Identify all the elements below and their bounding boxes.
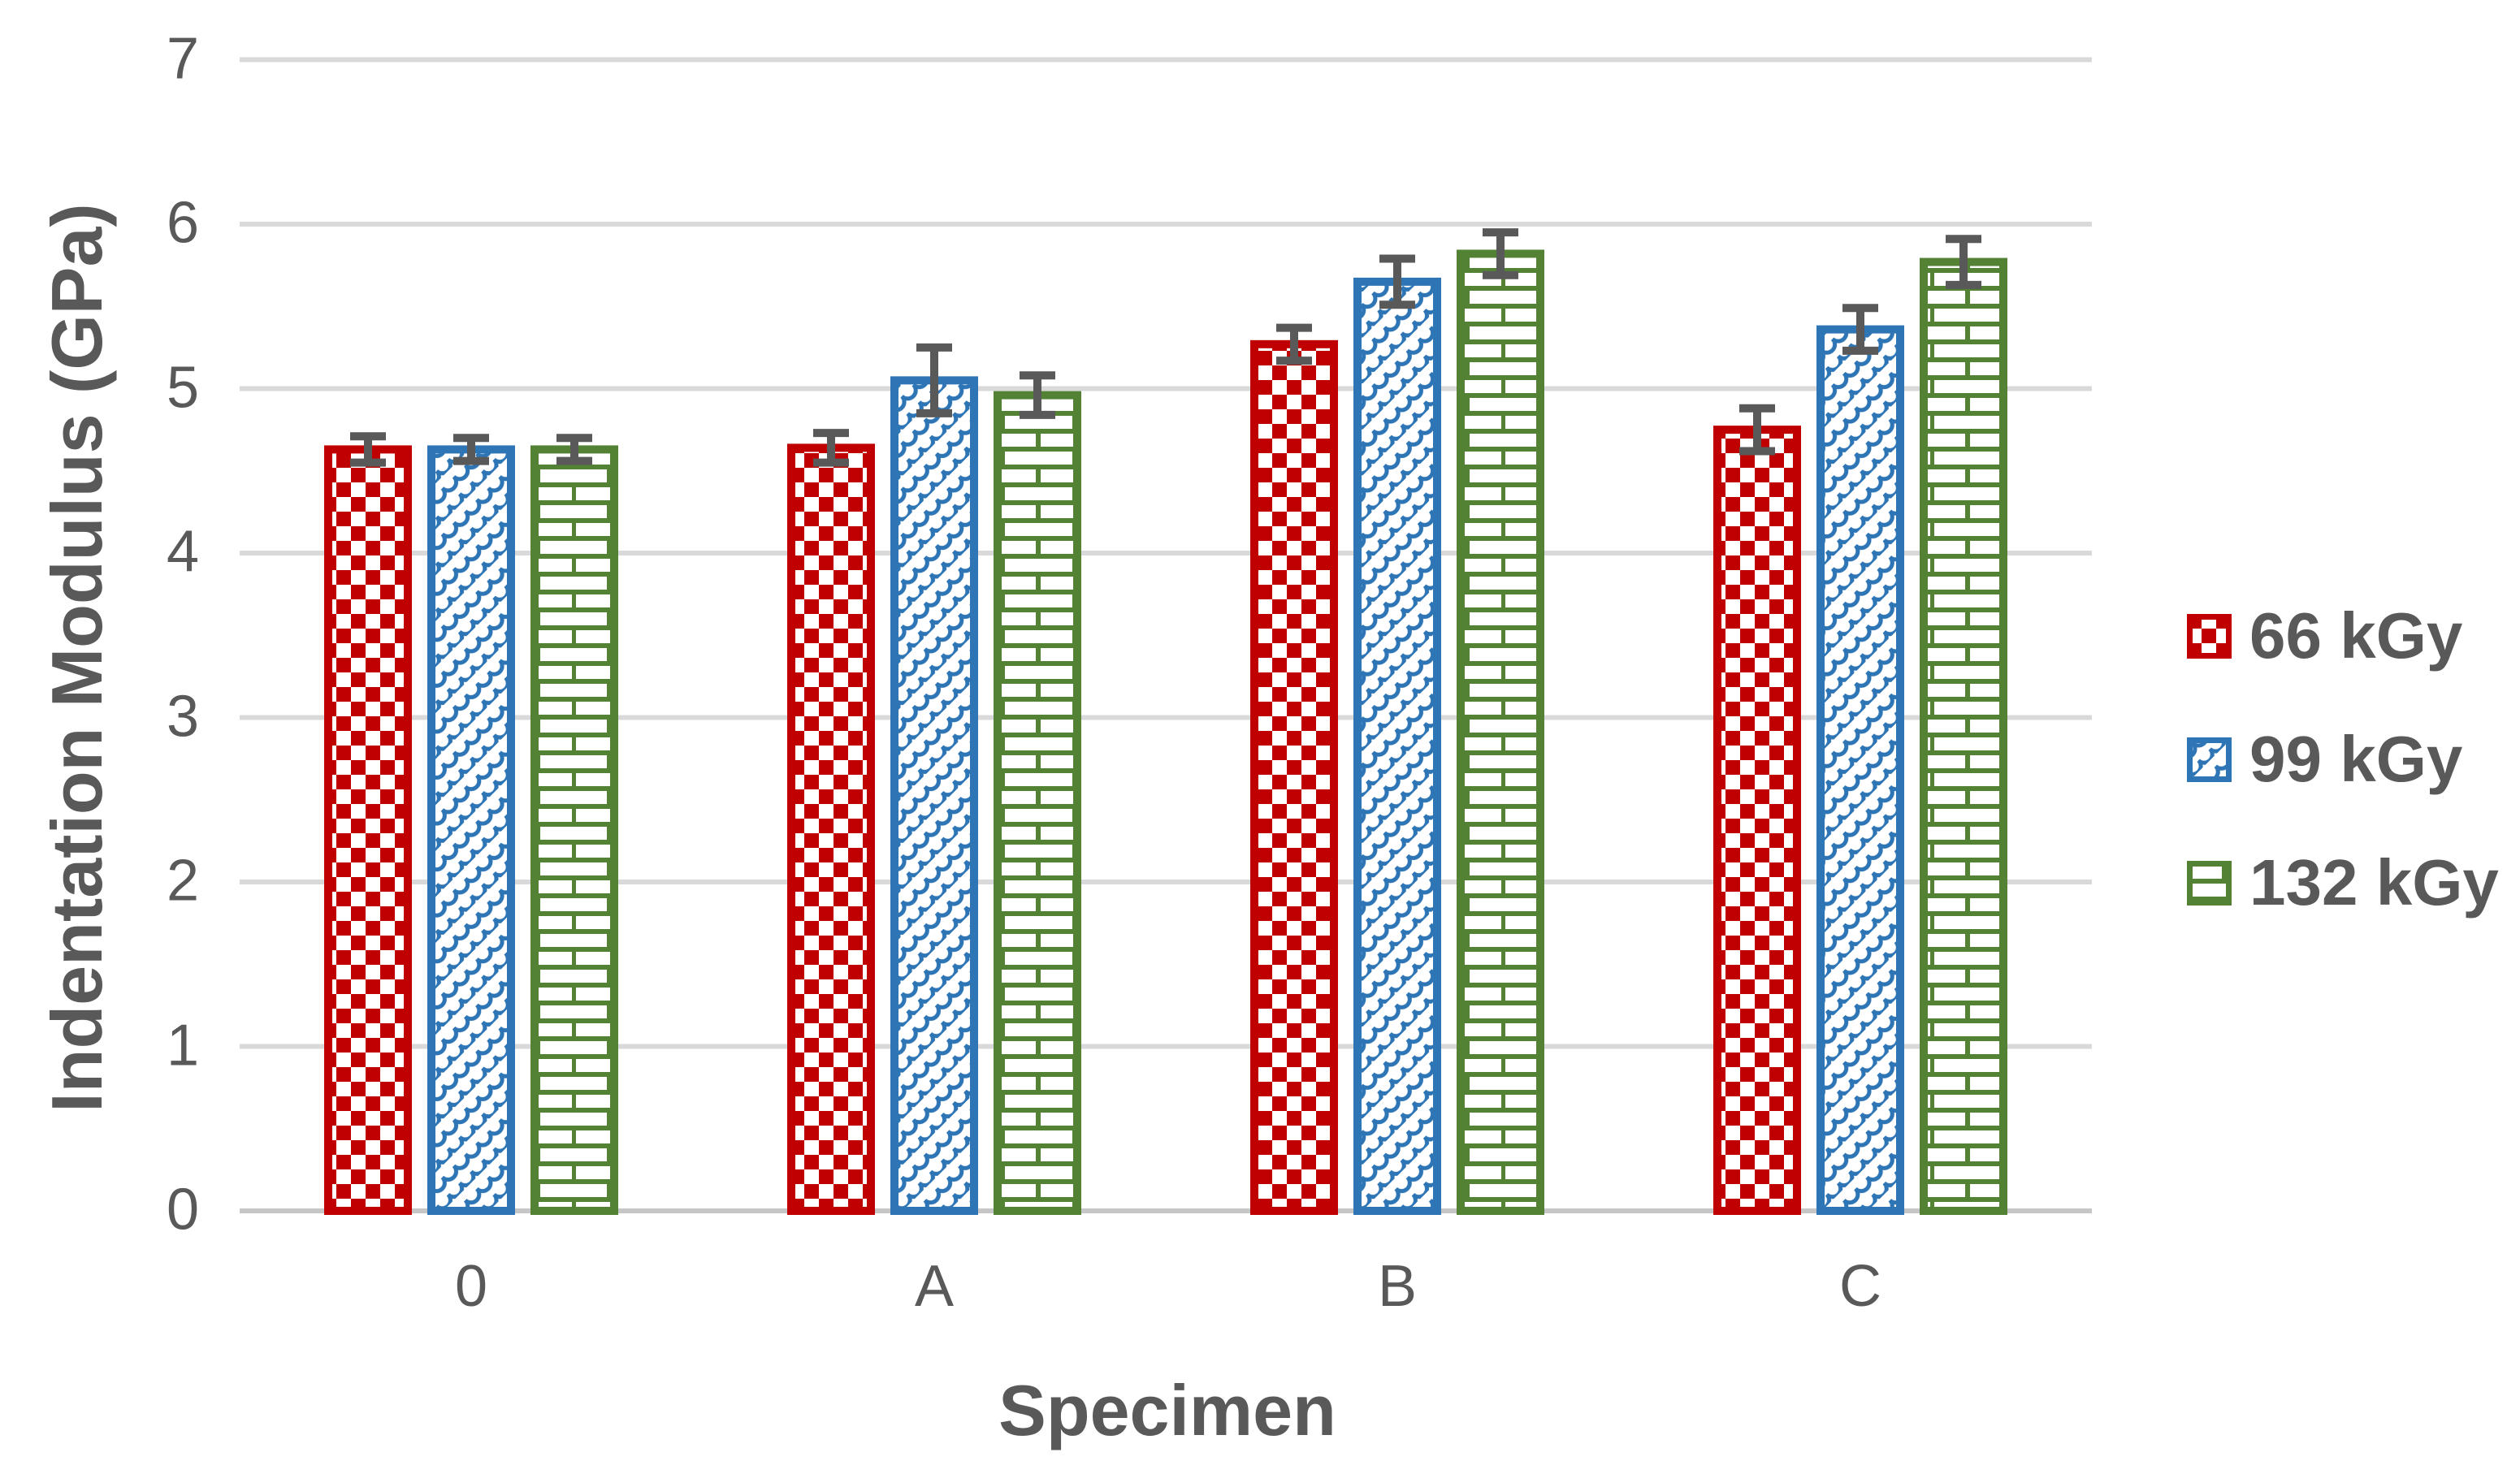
bar-132-kGy-A <box>994 391 1081 1216</box>
error-bar-132-kGy-0 <box>556 434 592 465</box>
legend-label: 66 kGy <box>2249 599 2463 672</box>
error-bar-132-kGy-C <box>1946 235 1981 289</box>
bar-99-kGy-B <box>1353 277 1441 1215</box>
y-tick-label-4: 4 <box>166 519 199 585</box>
x-category-label-B: B <box>1377 1254 1418 1319</box>
bar-99-kGy-0 <box>427 445 515 1215</box>
error-bar-132-kGy-B <box>1483 228 1518 279</box>
gridlines <box>240 57 2092 1213</box>
x-category-label-0: 0 <box>454 1254 488 1319</box>
error-bar-66-kGy-B <box>1276 323 1312 365</box>
y-axis-title: Indentation Modulus (GPa) <box>37 203 117 1113</box>
error-bar-99-kGy-C <box>1842 304 1878 355</box>
legend-label: 99 kGy <box>2249 723 2463 795</box>
y-tick-label-0: 0 <box>166 1177 199 1243</box>
bar-132-kGy-B <box>1457 249 1544 1216</box>
bar-132-kGy-0 <box>530 445 618 1215</box>
bar-66-kGy-C <box>1713 426 1801 1215</box>
error-bar-99-kGy-B <box>1379 254 1415 309</box>
legend-item-66-kGy: 66 kGy <box>2187 603 2462 668</box>
bar-99-kGy-C <box>1816 325 1904 1216</box>
error-bar-66-kGy-A <box>813 429 849 467</box>
bar-66-kGy-B <box>1250 339 1338 1216</box>
bar-99-kGy-A <box>890 376 978 1215</box>
y-tick-label-5: 5 <box>166 355 199 421</box>
legend-item-99-kGy: 99 kGy <box>2187 727 2462 792</box>
legend-swatch-brick-icon <box>2187 860 2232 906</box>
legend-swatch-shingle-icon <box>2187 737 2232 782</box>
error-bar-99-kGy-0 <box>453 434 489 465</box>
error-bars <box>350 228 1981 467</box>
bar-66-kGy-0 <box>324 445 412 1215</box>
x-category-label-C: C <box>1839 1254 1881 1319</box>
error-bar-66-kGy-0 <box>350 432 386 467</box>
y-tick-label-3: 3 <box>166 684 199 750</box>
y-tick-label-2: 2 <box>166 848 199 914</box>
bar-132-kGy-C <box>1920 257 2007 1216</box>
legend-swatch-checker-icon <box>2187 613 2232 659</box>
legend-item-132-kGy: 132 kGy <box>2187 850 2499 915</box>
y-tick-label-6: 6 <box>166 190 199 256</box>
x-category-label-A: A <box>914 1254 955 1319</box>
bars <box>324 249 2007 1216</box>
legend-label: 132 kGy <box>2249 846 2499 919</box>
error-bar-132-kGy-A <box>1020 371 1055 419</box>
error-bar-66-kGy-C <box>1739 404 1775 456</box>
y-tick-label-1: 1 <box>166 1013 199 1078</box>
bar-66-kGy-A <box>787 443 875 1215</box>
y-tick-label-7: 7 <box>166 26 199 92</box>
x-axis-title: Specimen <box>998 1370 1336 1450</box>
error-bar-99-kGy-A <box>916 343 952 417</box>
